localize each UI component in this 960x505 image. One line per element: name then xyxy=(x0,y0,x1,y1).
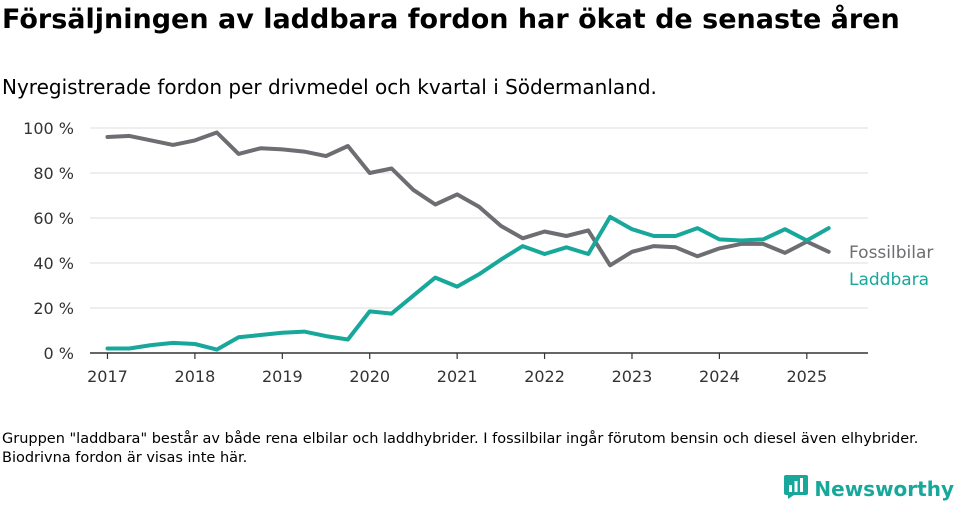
x-tick-label: 2020 xyxy=(349,367,390,386)
bar-chart-logo-icon xyxy=(784,475,809,503)
y-axis: 0 % 20 % 40 % 60 % 80 % 100 % xyxy=(23,119,74,363)
x-axis: 2017 2018 2019 2020 2021 2022 2023 2024 2025 xyxy=(87,352,868,386)
series-labels: Fossilbilar Laddbara xyxy=(849,243,933,290)
x-tick-label: 2018 xyxy=(175,367,216,386)
x-tick-label: 2025 xyxy=(786,367,827,386)
footnote: Gruppen "laddbara" består av både rena e… xyxy=(2,431,919,466)
y-tick-label: 100 % xyxy=(23,119,74,138)
chart-subtitle: Nyregistrerade fordon per drivmedel och … xyxy=(2,75,657,99)
y-tick-label: 60 % xyxy=(33,209,74,228)
y-tick-label: 20 % xyxy=(33,299,74,318)
x-tick-label: 2017 xyxy=(87,367,128,386)
x-tick-label: 2022 xyxy=(524,367,565,386)
brand-logo[interactable]: Newsworthy xyxy=(784,475,954,503)
y-tick-label: 80 % xyxy=(33,164,74,183)
x-tick-label: 2019 xyxy=(262,367,303,386)
y-tick-label: 40 % xyxy=(33,254,74,273)
x-tick-label: 2024 xyxy=(699,367,740,386)
y-tick-label: 0 % xyxy=(44,344,74,363)
line-chart: 0 % 20 % 40 % 60 % 80 % 100 % 2017 2018 2019 202… xyxy=(23,119,933,386)
chart-title: Försäljningen av laddbara fordon har öka… xyxy=(2,4,900,35)
series-line-fossilbilar xyxy=(105,130,831,268)
series-line-laddbara xyxy=(105,214,831,352)
brand-name: Newsworthy xyxy=(814,477,954,501)
x-tick-label: 2021 xyxy=(437,367,478,386)
gridlines xyxy=(90,127,868,309)
series-label-laddbara: Laddbara xyxy=(849,270,929,290)
series-label-fossilbilar: Fossilbilar xyxy=(849,243,933,263)
series-lines xyxy=(105,130,831,352)
x-tick-label: 2023 xyxy=(612,367,653,386)
